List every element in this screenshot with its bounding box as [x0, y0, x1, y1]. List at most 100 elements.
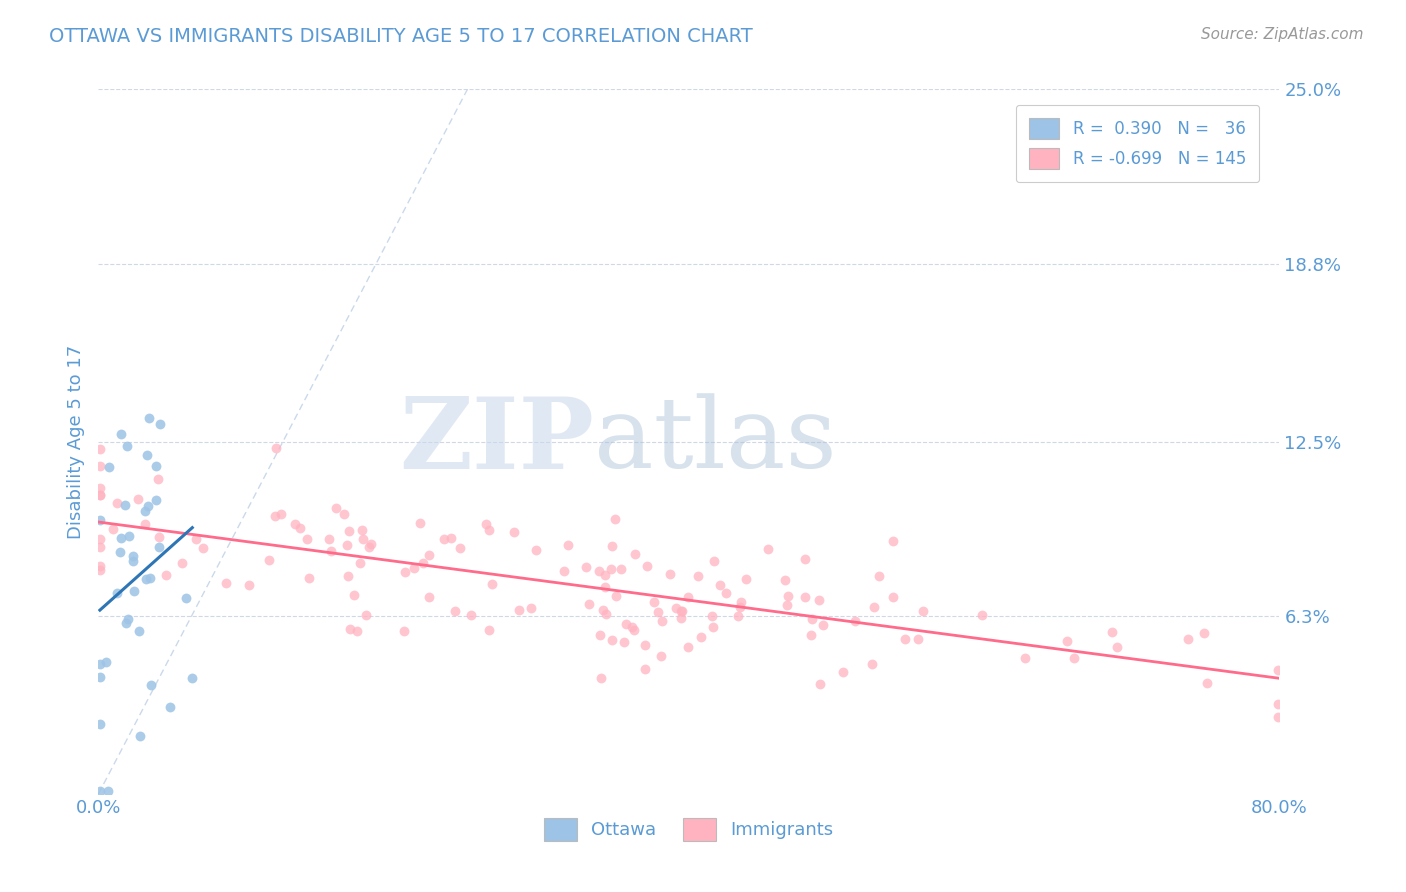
Point — [394, 565, 416, 579]
Point — [862, 599, 884, 614]
Point — [321, 543, 343, 558]
Point — [139, 572, 162, 586]
Point — [647, 605, 669, 619]
Point — [620, 620, 643, 634]
Point — [146, 472, 169, 486]
Point — [730, 595, 752, 609]
Point — [671, 604, 693, 618]
Point — [108, 545, 131, 559]
Point — [727, 609, 749, 624]
Point — [793, 591, 815, 605]
Point — [89, 717, 111, 731]
Point — [135, 572, 157, 586]
Point — [117, 612, 139, 626]
Point — [135, 449, 157, 463]
Point — [800, 612, 823, 626]
Point — [122, 583, 145, 598]
Point — [703, 554, 725, 568]
Point — [264, 442, 287, 456]
Point — [637, 558, 659, 573]
Point — [336, 538, 359, 552]
Point — [332, 508, 354, 522]
Point — [121, 554, 143, 568]
Point — [138, 411, 160, 425]
Point — [557, 538, 579, 552]
Point — [676, 640, 699, 655]
Point — [101, 523, 124, 537]
Point — [128, 624, 150, 639]
Point — [524, 543, 547, 558]
Point — [634, 662, 657, 676]
Point — [882, 534, 904, 549]
Point — [800, 628, 823, 642]
Point — [114, 499, 136, 513]
Point — [404, 561, 426, 575]
Point — [89, 481, 111, 495]
Point — [89, 563, 111, 577]
Point — [665, 600, 688, 615]
Point — [346, 624, 368, 639]
Point — [832, 665, 855, 679]
Point — [460, 607, 482, 622]
Point — [439, 531, 461, 545]
Point — [593, 580, 616, 594]
Point — [1105, 640, 1128, 655]
Point — [288, 521, 311, 535]
Point — [1267, 664, 1289, 678]
Point — [94, 655, 117, 669]
Point — [651, 614, 673, 628]
Point — [1197, 675, 1219, 690]
Point — [578, 597, 600, 611]
Legend: Ottawa, Immigrants: Ottawa, Immigrants — [537, 811, 841, 848]
Point — [709, 577, 731, 591]
Point — [257, 553, 280, 567]
Point — [89, 540, 111, 554]
Point — [264, 509, 287, 524]
Point — [408, 516, 430, 530]
Point — [215, 576, 238, 591]
Point — [193, 541, 215, 556]
Point — [89, 784, 111, 798]
Point — [730, 599, 752, 614]
Point — [149, 417, 172, 431]
Point — [807, 593, 830, 607]
Point — [623, 624, 645, 638]
Point — [1063, 650, 1085, 665]
Point — [114, 615, 136, 630]
Point — [134, 503, 156, 517]
Point — [127, 491, 149, 506]
Point — [860, 657, 883, 672]
Point — [643, 595, 665, 609]
Point — [238, 577, 260, 591]
Point — [671, 604, 693, 618]
Point — [145, 458, 167, 473]
Point — [593, 567, 616, 582]
Point — [813, 618, 835, 632]
Point — [159, 699, 181, 714]
Point — [669, 611, 692, 625]
Point — [105, 496, 128, 510]
Point — [574, 560, 596, 574]
Point — [599, 562, 621, 576]
Text: OTTAWA VS IMMIGRANTS DISABILITY AGE 5 TO 17 CORRELATION CHART: OTTAWA VS IMMIGRANTS DISABILITY AGE 5 TO… — [49, 27, 754, 45]
Point — [614, 616, 637, 631]
Point — [89, 459, 111, 474]
Point — [970, 608, 993, 623]
Text: ZIP: ZIP — [399, 393, 595, 490]
Point — [350, 523, 373, 537]
Point — [172, 556, 194, 570]
Point — [89, 513, 111, 527]
Point — [1177, 632, 1199, 647]
Point — [776, 598, 799, 612]
Point — [337, 524, 360, 539]
Point — [444, 604, 467, 618]
Point — [129, 729, 152, 743]
Point — [155, 568, 177, 582]
Point — [89, 657, 111, 671]
Point — [110, 532, 132, 546]
Point — [634, 638, 657, 652]
Point — [844, 614, 866, 628]
Point — [392, 624, 415, 639]
Text: Source: ZipAtlas.com: Source: ZipAtlas.com — [1201, 27, 1364, 42]
Point — [1267, 710, 1289, 724]
